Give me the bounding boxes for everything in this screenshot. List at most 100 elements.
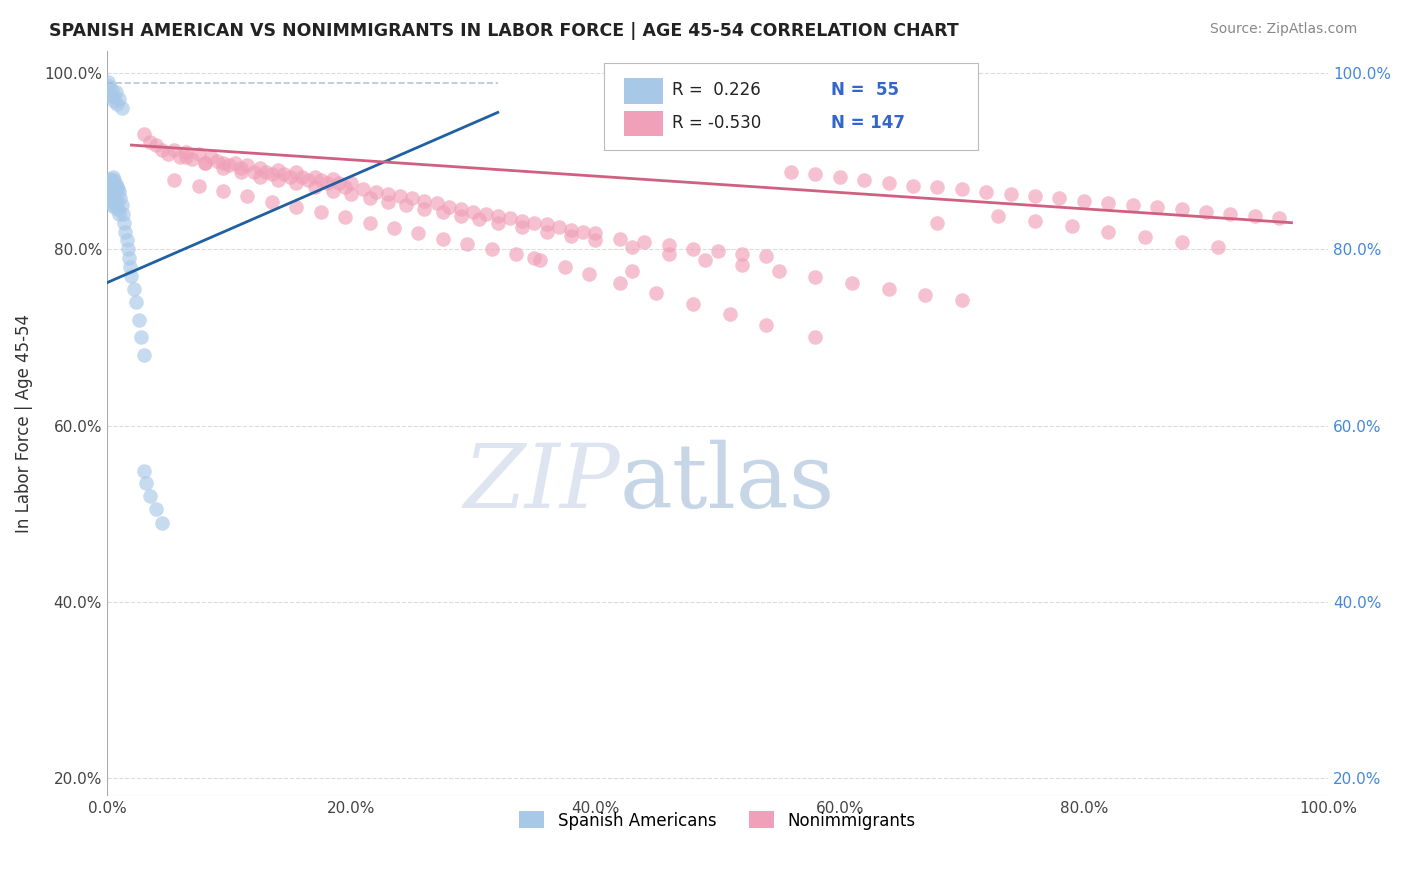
Point <box>450 202 472 217</box>
Point <box>328 176 350 190</box>
Point <box>377 187 399 202</box>
Point <box>1206 240 1229 254</box>
Point <box>1146 200 1168 214</box>
Point <box>98 173 121 187</box>
Point <box>382 221 405 235</box>
Point <box>432 231 454 245</box>
Point <box>645 286 668 301</box>
Point <box>138 489 160 503</box>
Point <box>249 161 271 175</box>
Point <box>231 164 253 178</box>
Point <box>432 205 454 219</box>
Point <box>105 180 128 194</box>
Point <box>621 240 644 254</box>
Point <box>200 149 222 163</box>
Point <box>291 169 314 184</box>
Point <box>523 251 546 265</box>
Point <box>132 465 155 479</box>
Point <box>468 212 491 227</box>
Point <box>1097 196 1119 211</box>
Point <box>395 198 418 212</box>
Point <box>333 211 356 225</box>
Point <box>389 189 412 203</box>
Point <box>309 173 332 187</box>
Point <box>804 270 827 285</box>
Point <box>111 101 134 115</box>
Point <box>1000 187 1022 202</box>
Point <box>359 191 381 205</box>
Point <box>950 182 973 196</box>
Legend: Spanish Americans, Nonimmigrants: Spanish Americans, Nonimmigrants <box>513 805 922 836</box>
Point <box>804 167 827 181</box>
Point <box>114 225 136 239</box>
Bar <box>623 78 662 103</box>
Point <box>1219 207 1241 221</box>
Text: Source: ZipAtlas.com: Source: ZipAtlas.com <box>1209 22 1357 37</box>
Point <box>118 251 141 265</box>
Point <box>101 194 124 208</box>
Point <box>377 194 399 209</box>
Point <box>658 237 681 252</box>
Point <box>145 502 167 516</box>
Point <box>578 267 600 281</box>
Point <box>101 83 124 97</box>
Point <box>901 178 924 193</box>
Point <box>267 162 290 177</box>
Point <box>486 209 509 223</box>
Point <box>408 227 430 241</box>
Point <box>499 211 522 226</box>
Point <box>682 297 704 311</box>
Point <box>731 246 754 260</box>
Point <box>322 171 344 186</box>
Point <box>104 194 127 208</box>
Point <box>100 87 122 102</box>
Text: N = 147: N = 147 <box>831 114 905 132</box>
Point <box>914 288 936 302</box>
Point <box>176 145 198 160</box>
Point <box>194 155 217 169</box>
Point <box>212 155 235 169</box>
Point <box>450 209 472 223</box>
Point <box>236 189 259 203</box>
Point <box>107 182 129 196</box>
Point <box>104 177 127 191</box>
Point <box>120 268 142 283</box>
Point <box>927 216 949 230</box>
Point <box>1170 202 1192 217</box>
Point <box>463 205 485 219</box>
Point <box>706 244 728 258</box>
Point <box>853 173 876 187</box>
Point <box>755 249 778 263</box>
Point <box>101 169 124 184</box>
Point <box>212 184 235 198</box>
Point <box>437 200 460 214</box>
Point <box>364 185 387 199</box>
Point <box>315 176 337 190</box>
Point <box>297 173 319 187</box>
Point <box>560 228 582 243</box>
Point <box>950 293 973 308</box>
FancyBboxPatch shape <box>605 63 977 150</box>
Point <box>236 158 259 172</box>
Text: N =  55: N = 55 <box>831 81 898 99</box>
Point <box>176 149 198 163</box>
Point <box>768 264 790 278</box>
Point <box>1195 205 1218 219</box>
Point <box>779 164 801 178</box>
Point <box>927 180 949 194</box>
Point <box>413 194 436 208</box>
Point <box>481 242 503 256</box>
Point <box>583 233 606 247</box>
Point <box>132 128 155 142</box>
Point <box>107 202 129 217</box>
Point <box>212 161 235 175</box>
Point <box>529 252 551 267</box>
Point <box>633 235 655 249</box>
Point <box>187 147 209 161</box>
Point <box>169 149 191 163</box>
Point <box>224 155 246 169</box>
Point <box>194 155 217 169</box>
Point <box>129 330 152 344</box>
Point <box>97 180 120 194</box>
Point <box>877 282 900 296</box>
